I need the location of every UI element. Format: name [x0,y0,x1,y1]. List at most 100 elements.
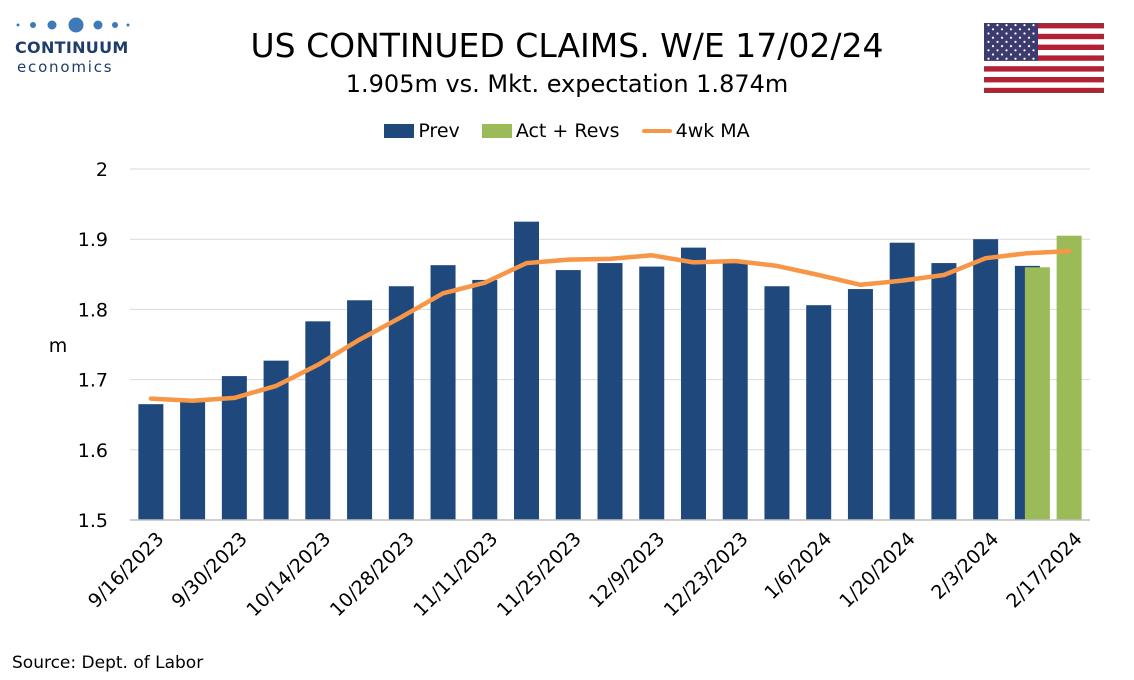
x-tick-label: 10/14/2023 [242,528,335,621]
logo-name: CONTINUUM [15,38,129,57]
flag-star [996,24,999,27]
flag-star [1009,28,1013,31]
bar-prev [514,221,540,520]
x-tick-label: 2/17/2024 [1002,528,1086,612]
legend-label-prev: Prev [418,119,460,142]
bar-prev [305,321,331,520]
x-tick-label: 9/16/2023 [84,528,168,612]
bar-prev [973,239,999,520]
bar-prev [931,263,957,520]
chart-legend: Prev Act + Revs 4wk MA [0,119,1134,142]
x-tick-label: 11/11/2023 [409,528,502,621]
flag-star [1009,45,1013,48]
bar-prev [388,286,414,520]
flag-star [1014,32,1017,35]
flag-star [1000,53,1004,56]
legend-label-act: Act + Revs [515,119,620,142]
y-tick-label: 1.9 [78,229,108,251]
bar-act [1024,267,1050,520]
bar-prev [555,270,581,520]
x-tick-label: 10/28/2023 [326,528,419,621]
flag-star [991,28,995,31]
us-flag-icon [984,23,1104,93]
flag-star [1014,24,1017,27]
bar-prev [472,279,498,520]
flag-star [1005,40,1008,43]
flag-star [1009,53,1013,56]
legend-item-ma: 4wk MA [641,119,750,142]
bar-prev [764,286,790,520]
bar-prev [639,266,665,520]
flag-star [987,49,990,52]
flag-star [1014,49,1017,52]
flag-star [996,49,999,52]
legend-swatch-prev [384,124,415,138]
flag-star [1023,57,1026,60]
flag-star [991,45,995,48]
flag-star [1023,49,1026,52]
x-tick-label: 9/30/2023 [167,528,251,612]
flag-star [996,40,999,43]
bar-prev [722,260,748,520]
bar-prev [680,247,706,520]
y-tick-label: 1.6 [78,440,108,462]
bar-prev [806,305,832,520]
bar-prev [847,289,873,520]
legend-item-act: Act + Revs [481,119,620,142]
y-tick-label: 1.5 [78,510,108,532]
bar-prev [889,242,915,520]
flag-star [987,57,990,60]
flag-star [1014,57,1017,60]
flag-star [1018,53,1022,56]
x-tick-label: 1/6/2024 [760,528,836,604]
x-tick-label: 12/9/2023 [585,528,669,612]
flag-star [1027,36,1031,39]
legend-swatch-act [481,124,512,138]
flag-star [1018,28,1022,31]
flag-star [1000,36,1004,39]
continuum-logo: CONTINUUM economics [14,14,134,76]
flag-star [1032,24,1035,27]
x-tick-label: 12/23/2023 [660,528,753,621]
flag-star [987,40,990,43]
flag-star [996,57,999,60]
flag-star [1018,45,1022,48]
flag-star [1009,36,1013,39]
flag-star [996,32,999,35]
flag-star [987,32,990,35]
flag-star [1005,57,1008,60]
legend-swatch-ma [641,129,672,133]
flag-star [1032,32,1035,35]
flag-star [1023,24,1026,27]
flag-star [1023,32,1026,35]
bar-act [1056,235,1082,520]
flag-star [1023,40,1026,43]
y-tick-label: 2 [96,159,108,181]
flag-star [1032,40,1035,43]
ma-line [148,248,1072,403]
flag-star [1018,36,1022,39]
bar-prev [138,404,164,520]
chart-title: US CONTINUED CLAIMS. W/E 17/02/24 [250,26,884,65]
flag-star [991,53,995,56]
y-tick-label: 1.8 [78,299,108,321]
flag-star [1005,24,1008,27]
logo-dots-icon [16,17,130,33]
legend-item-prev: Prev [384,119,460,142]
flag-star [1027,53,1031,56]
flag-star [991,36,995,39]
bar-prev [430,265,456,520]
flag-star [1005,32,1008,35]
legend-label-ma: 4wk MA [675,119,750,142]
flag-star [1032,49,1035,52]
x-tick-label: 1/20/2024 [835,528,919,612]
flag-star [987,24,990,27]
flag-star [1027,45,1031,48]
chart-subtitle: 1.905m vs. Mkt. expectation 1.874m [345,70,789,98]
x-tick-label: 11/25/2023 [493,528,586,621]
flag-star [1032,57,1035,60]
x-tick-label: 2/3/2024 [927,528,1003,604]
source-note: Source: Dept. of Labor [12,653,204,673]
bar-prev [180,401,206,520]
